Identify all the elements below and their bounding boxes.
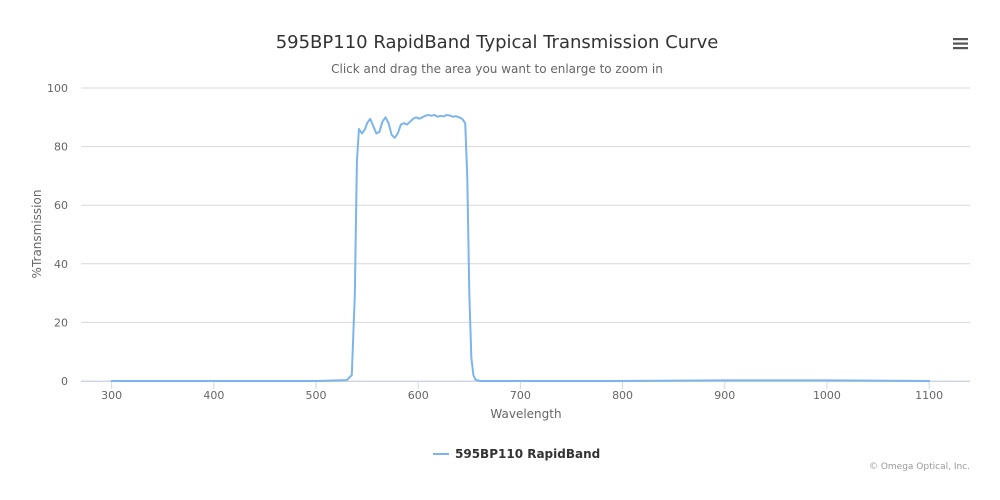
chart-subtitle: Click and drag the area you want to enla… [331,62,663,76]
x-tick-label: 900 [714,389,735,402]
x-tick-label: 800 [612,389,633,402]
credits[interactable]: © Omega Optical, Inc. [869,462,970,472]
chart-title: 595BP110 RapidBand Typical Transmission … [276,32,719,53]
y-axis-ticks: 0 20 40 60 80 100 [47,82,68,388]
series-line[interactable] [110,113,931,382]
legend[interactable]: 595BP110 RapidBand [433,447,600,461]
y-tick-label: 80 [54,141,68,154]
y-tick-label: 0 [61,375,68,388]
x-tick-label: 400 [203,389,224,402]
x-tick-label: 600 [408,389,429,402]
x-axis-title: Wavelength [490,407,561,421]
y-axis-title: %Transmission [30,190,44,279]
x-tick-label: 300 [101,389,122,402]
hamburger-menu-icon[interactable] [945,30,977,58]
legend-label[interactable]: 595BP110 RapidBand [455,447,600,461]
y-tick-label: 20 [54,316,68,329]
x-tick-label: 500 [306,389,327,402]
y-tick-label: 100 [47,82,68,95]
series-group [110,113,931,382]
x-tick-label: 1000 [813,389,841,402]
x-axis-ticks: 300 400 500 600 700 800 900 1000 1100 [101,381,943,402]
x-tick-label: 1100 [915,389,943,402]
grid-lines [81,87,970,382]
x-tick-label: 700 [510,389,531,402]
y-tick-label: 60 [54,199,68,212]
y-tick-label: 40 [54,258,68,271]
